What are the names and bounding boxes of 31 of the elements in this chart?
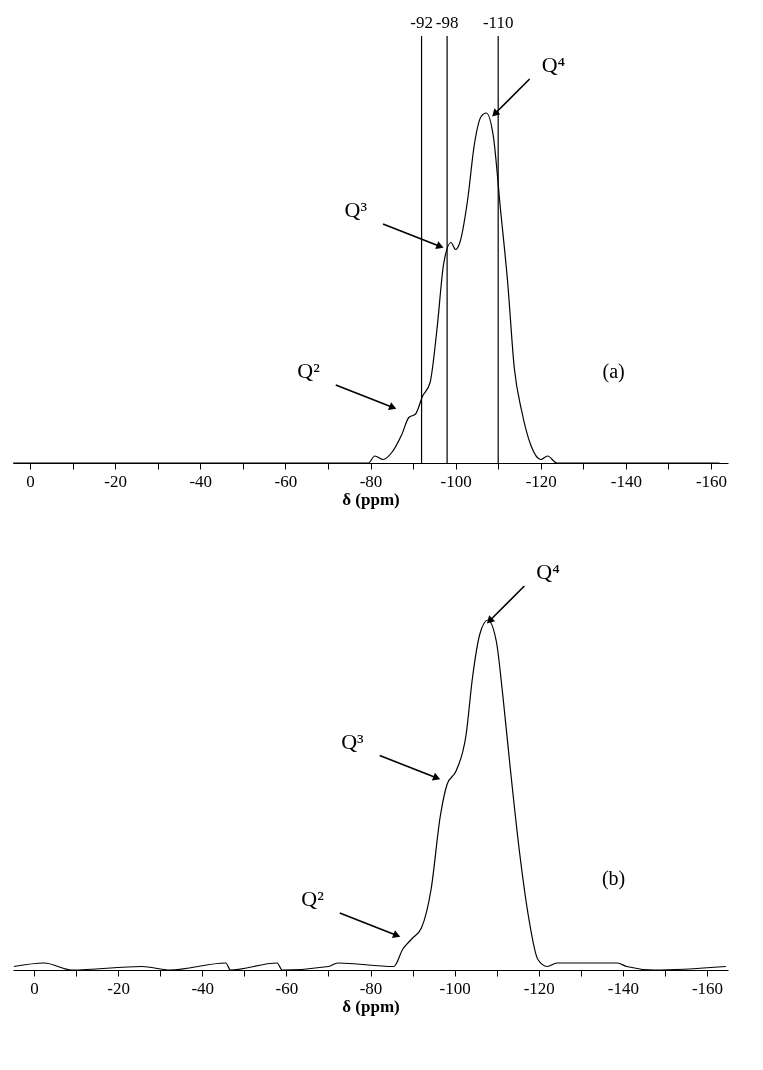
ref-line-label: -110 bbox=[482, 13, 514, 32]
x-tick-label: -40 bbox=[189, 471, 213, 491]
ref-line-label: -98 bbox=[435, 13, 459, 32]
x-tick-label: -20 bbox=[107, 978, 130, 998]
x-tick-label: -20 bbox=[104, 471, 127, 491]
x-tick-label: -80 bbox=[359, 471, 383, 491]
annotation: (a) bbox=[602, 360, 625, 383]
x-tick-label: -140 bbox=[610, 471, 642, 491]
annotation: Q⁴ bbox=[536, 559, 561, 584]
x-tick-label: -160 bbox=[691, 978, 724, 998]
annotation: Q² bbox=[301, 886, 325, 911]
ref-line-label: -92 bbox=[410, 13, 433, 32]
x-tick-label: 0 bbox=[30, 978, 39, 998]
x-tick-label: -60 bbox=[274, 471, 298, 491]
x-tick-label: 0 bbox=[26, 471, 35, 491]
x-tick-label: -100 bbox=[439, 978, 471, 998]
annotation: (b) bbox=[601, 867, 626, 890]
x-tick-label: -160 bbox=[695, 471, 728, 491]
x-tick-label: -120 bbox=[523, 978, 555, 998]
x-tick-label: -80 bbox=[359, 978, 383, 998]
x-tick-label: -100 bbox=[440, 471, 472, 491]
x-tick-label: -120 bbox=[525, 471, 557, 491]
x-tick-label: -140 bbox=[607, 978, 639, 998]
x-axis-title: δ (ppm) bbox=[342, 996, 400, 1016]
annotation: Q³ bbox=[341, 728, 365, 754]
annotation: Q³ bbox=[344, 197, 368, 222]
x-tick-label: -60 bbox=[275, 978, 299, 998]
annotation: Q² bbox=[297, 358, 321, 383]
x-axis-title: δ (ppm) bbox=[342, 489, 400, 509]
annotation: Q⁴ bbox=[541, 52, 566, 77]
x-tick-label: -40 bbox=[191, 978, 215, 998]
